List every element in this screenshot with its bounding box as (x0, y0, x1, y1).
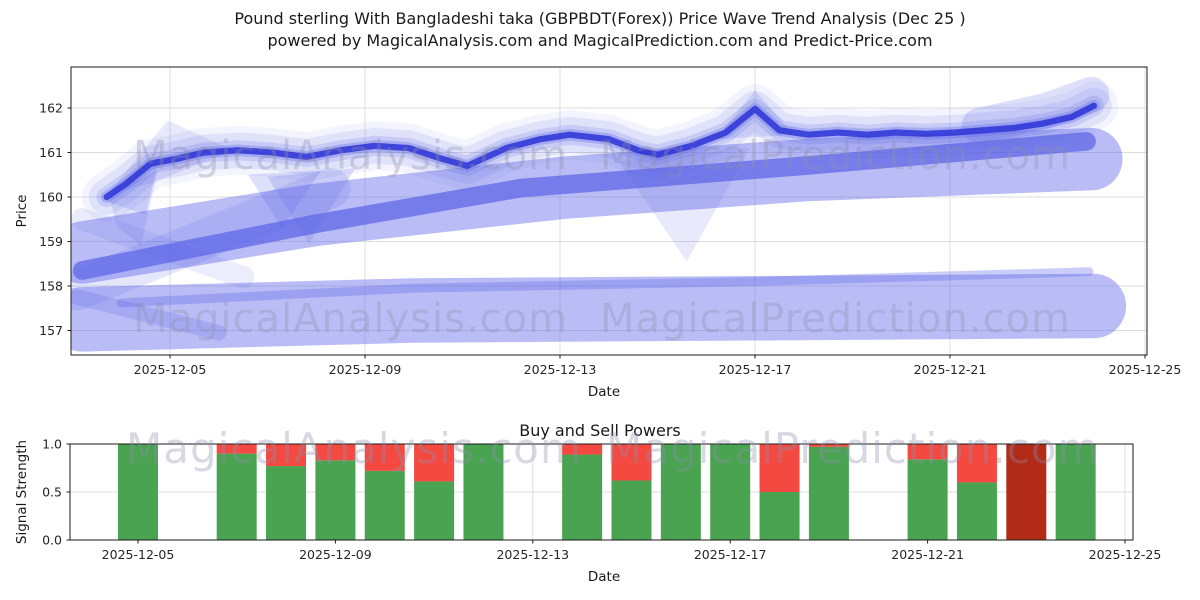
x-tick-label: 2025-12-05 (102, 547, 175, 562)
x-tick-label: 2025-12-21 (891, 547, 964, 562)
price-line-core (103, 102, 1097, 201)
price-line-end-surge (961, 76, 1110, 144)
buy-bar-segment (463, 444, 504, 540)
y-tick-label: 162 (39, 101, 63, 116)
sell-bar-segment (414, 444, 455, 482)
x-tick-label: 2025-12-13 (524, 362, 597, 377)
y-tick-label: 0.5 (42, 485, 62, 500)
sell-bar-segment (315, 444, 356, 461)
buy-sell-chart-title: Buy and Sell Powers (519, 421, 681, 440)
buy-bar-segment (266, 466, 307, 540)
bottom-date-axis-label: Date (587, 569, 621, 585)
y-tick-label: 157 (39, 323, 63, 338)
buy-bar-segment (364, 470, 405, 540)
buy-bar-segment (315, 460, 356, 540)
buy-bar-segment (414, 481, 455, 540)
forecast-band-lower-band (71, 273, 1127, 352)
sell-bar-segment (611, 444, 652, 481)
y-tick-label: 160 (39, 190, 63, 205)
x-tick-label: 2025-12-09 (329, 362, 402, 377)
sell-bar-segment (907, 444, 948, 460)
price-axis-label: Price (14, 194, 30, 228)
x-tick-label: 2025-12-05 (134, 362, 207, 377)
sell-bar-segment (956, 444, 997, 483)
sell-bar-segment (759, 444, 800, 492)
buy-bar-segment (710, 444, 751, 540)
top-tick-labels: 2025-12-05 2025-12-09 2025-12-13 2025-12-17… (39, 101, 1181, 378)
buy-bar-segment (660, 444, 701, 540)
y-tick-label: 161 (39, 145, 63, 160)
y-tick-label: 158 (39, 279, 63, 294)
buy-bar-segment (216, 453, 257, 540)
buy-bar-segment (907, 459, 948, 540)
wave-decoration-v-dip-1 (248, 170, 322, 229)
buy-bar-segment (611, 480, 652, 540)
wave-decoration-v-dip-2 (267, 168, 356, 244)
y-tick-label: 159 (39, 234, 63, 249)
sell-bar-segment (562, 444, 603, 455)
strong-sell-bar (1006, 444, 1047, 540)
x-tick-label: 2025-12-21 (914, 362, 987, 377)
forecast-band-lower-band-left-cross (71, 289, 227, 341)
sell-bar-segment (216, 444, 257, 454)
x-tick-label: 2025-12-25 (1089, 547, 1162, 562)
forecast-band-lower-band-rim (116, 267, 1094, 308)
sell-bar-segment (808, 444, 849, 447)
price-wave-chart-canvas: 2025-12-05 2025-12-09 2025-12-13 2025-12-17… (39, 66, 1181, 378)
bottom-tick-labels: 2025-12-05 2025-12-09 2025-12-13 2025-12-17… (42, 437, 1161, 563)
sell-bar-segment (364, 444, 405, 471)
top-plot-border (70, 66, 1148, 356)
buy-sell-bars (118, 444, 1096, 540)
y-tick-label: 0.0 (42, 533, 62, 548)
buy-bar-segment (808, 446, 849, 540)
price-wave-plot-group (71, 76, 1127, 352)
forecast-band-mid-stripe (72, 132, 1096, 280)
chart-subtitle: powered by MagicalAnalysis.com and Magic… (267, 31, 933, 50)
signal-strength-axis-label: Signal Strength (14, 439, 30, 545)
y-tick-label: 1.0 (42, 437, 62, 452)
buy-bar-segment (118, 444, 158, 540)
x-tick-label: 2025-12-09 (299, 547, 372, 562)
x-tick-label: 2025-12-25 (1109, 362, 1182, 377)
buy-sell-chart-canvas: 2025-12-05 2025-12-09 2025-12-13 2025-12-17… (42, 437, 1161, 563)
x-tick-label: 2025-12-17 (719, 362, 792, 377)
chart-title: Pound sterling With Bangladeshi taka (GB… (234, 9, 966, 28)
top-date-axis-label: Date (587, 384, 621, 400)
buy-bar-segment (1055, 444, 1096, 540)
buy-bar-segment (562, 454, 603, 540)
buy-bar-segment (759, 492, 800, 540)
wave-decoration-v-dip-3 (618, 148, 751, 262)
buy-bar-segment (956, 482, 997, 540)
sell-bar-segment (266, 444, 307, 467)
x-tick-label: 2025-12-17 (694, 547, 767, 562)
x-tick-label: 2025-12-13 (496, 547, 569, 562)
